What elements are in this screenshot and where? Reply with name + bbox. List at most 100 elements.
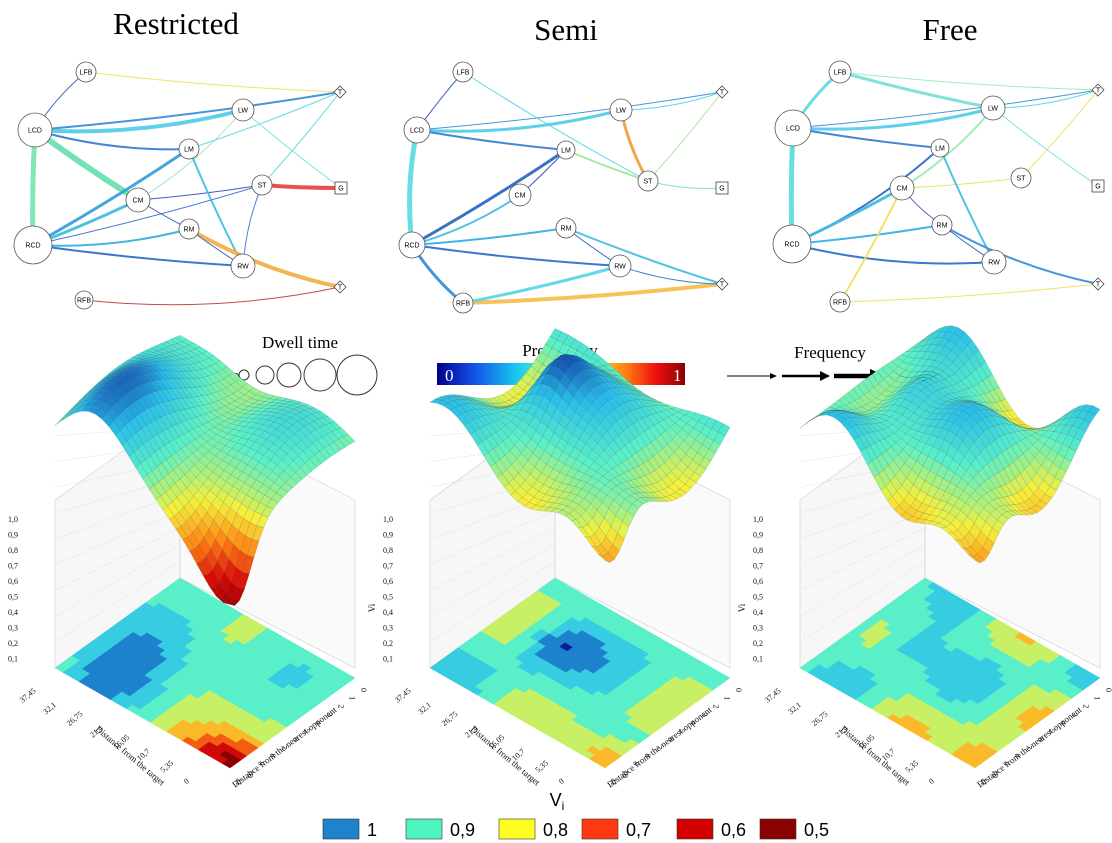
node-rfb [74,290,94,310]
surface-mesh-cell [115,372,128,378]
node-lm [930,138,950,158]
surface-mesh-cell [235,377,248,388]
surface-mesh-cell [171,388,184,400]
surface-mesh-cell [130,387,143,400]
network-edge-lcd-lw [33,108,245,134]
network-edge-lcd-lw [415,108,623,133]
surface-mesh-cell [595,489,608,503]
surface-mesh-cell [243,507,256,523]
target-axis-tick: 0 [557,777,566,786]
opponent-axis-tick: 4 [689,721,698,725]
surface-mesh-cell [613,382,626,389]
network-free: LFB LCD RCD RFB LW LM CM RM RW ST T G T [772,60,1105,313]
surface-mesh-cell [529,383,542,395]
surface-mesh-cell [150,365,164,372]
opponent-axis-tick: 5 [677,729,686,733]
surface-mesh-cell [225,384,238,394]
surface-wall-gridline [54,544,181,617]
surface-mesh-cell [163,473,176,489]
surface-mesh-cell [892,385,904,393]
node-label: LM [935,146,945,153]
surface-mesh-cell [200,556,213,575]
surface-mesh-cell [584,536,597,548]
vi-label-2: 0,8 [543,820,568,840]
probability-min-label: 0 [445,366,454,385]
surface-mesh-cell [870,398,884,405]
surface-mesh-cell [116,365,129,372]
surface-mesh-cell [199,537,211,558]
target-axis-tick: 32,1 [41,700,58,716]
node-label: RCD [784,242,799,249]
surface-mesh-cell [975,365,988,382]
z-axis-tick: 0,4 [383,608,393,617]
legend-dwell-time: Dwell time [233,333,378,396]
surface-wall-gridline [799,527,926,591]
surface-mesh-cell [964,359,977,375]
surface-mesh-cell [592,509,605,528]
z-axis-tick: 0,7 [753,562,763,571]
dwell-circle-3 [255,365,275,385]
node-lw [231,98,255,122]
vi-label-1: 0,9 [450,820,475,840]
network-edge-lfb-lw [838,70,995,110]
panel-title-semi: Semi [534,12,598,47]
target-axis-tick: 37,45 [763,686,783,704]
node-label: T [1096,282,1101,289]
network-edge-rcd-lm [410,148,568,247]
node-st [251,174,273,196]
surface-mesh-cell [654,405,667,412]
vi-legend-title: Vi [550,790,565,813]
surface-mesh-cell [623,427,636,443]
surface-mesh-cell [252,490,265,503]
network-edge-lcd-lm [34,129,190,151]
surface-mesh-cell [479,425,492,439]
surface-wall-gridline [429,527,556,591]
surface-mesh-cell [972,383,985,396]
surface-mesh-cell [516,391,529,403]
node-label: T [720,282,725,289]
surface-mesh-cell [617,521,630,540]
surface-mesh-cell [549,432,561,448]
z-axis-tick: 1,0 [8,515,18,524]
node-label: RM [937,223,948,230]
surface-mesh-cell [275,487,288,498]
surface-mesh-cell [284,401,297,406]
z-axis-tick: 0,1 [8,655,18,664]
network-edge-st-t1 [647,91,723,182]
surface-mesh-cell [477,401,489,407]
opponent-axis-tick: 11 [234,778,243,786]
surface-mesh-cell [588,485,601,497]
surface-mesh-cell [624,494,638,505]
surface-mesh-cell [258,411,271,416]
surface-mesh-cell [530,504,543,511]
surface-mesh-cell [140,382,153,395]
surface-mesh-cell [488,448,501,464]
surface-mesh-cell [238,445,251,455]
surface-mesh-cell [323,444,337,457]
surface-mesh-cell [565,492,578,502]
z-axis-tick: 0,3 [383,624,393,633]
vi-swatch-2 [498,818,536,840]
surface-mesh-cell [610,453,623,466]
z-axis-tick: 0,2 [753,639,763,648]
opponent-axis-tick: 8 [643,753,652,757]
network-edge-rcd-rm [411,227,567,246]
surface-mesh-cell [663,486,676,496]
node-label: RW [614,264,626,271]
surface-mesh-cell [135,359,148,362]
surface-mesh-cell [620,499,633,512]
surface-wall-gridline [799,544,926,617]
surface-mesh-cell [704,417,717,429]
surface-mesh-cell [605,457,618,469]
surface-mesh-cell [577,527,590,538]
node-label: RFB [77,298,91,305]
surface-mesh-cell [636,497,649,505]
surface-mesh-cell [483,452,496,468]
surface-mesh-cell [640,475,653,486]
network-edge-rm-t2 [941,224,1099,285]
surface-mesh-cell [921,374,935,379]
opponent-axis-tick: 10 [245,770,254,778]
surface-mesh-cell [167,370,180,380]
opponent-axis-tick: 11 [609,778,618,786]
surface-mesh-cell [947,361,960,374]
